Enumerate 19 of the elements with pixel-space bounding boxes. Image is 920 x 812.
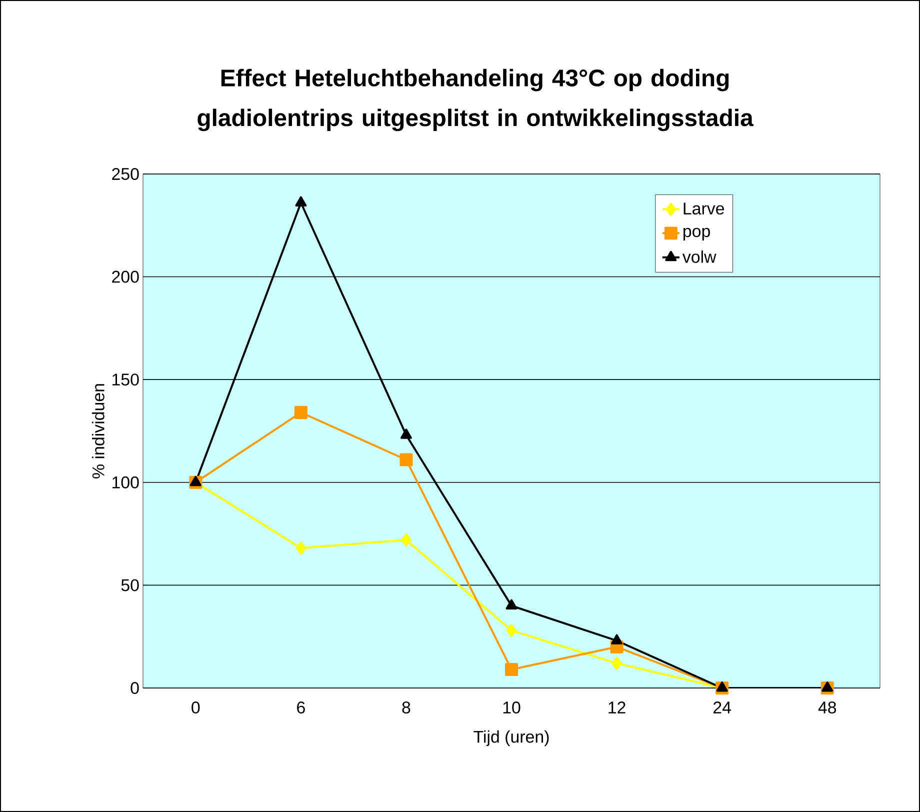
legend-label: pop bbox=[684, 228, 710, 240]
y-tick-label: 0 bbox=[130, 682, 139, 694]
y-tick-label: 100 bbox=[112, 476, 139, 488]
x-tick-label: 10 bbox=[503, 702, 520, 714]
y-tick-label: 50 bbox=[121, 579, 139, 592]
y-tick-label: 150 bbox=[112, 374, 139, 386]
y-axis-title: % individuen bbox=[92, 384, 104, 478]
x-tick-label: 24 bbox=[714, 702, 731, 714]
y-tick-label: 200 bbox=[112, 270, 139, 283]
legend-label: volw bbox=[682, 250, 716, 263]
chart-title: Effect Heteluchtbehandeling 43°C op doding gladiolentrips uitgesplitst in ontwikkelingsstadia bbox=[198, 68, 754, 132]
x-tick-label: 12 bbox=[608, 702, 626, 714]
x-tick-label: 0 bbox=[192, 702, 200, 714]
legend-label: Larve bbox=[684, 202, 724, 215]
x-tick-label: 8 bbox=[402, 702, 410, 714]
y-tick-label: 250 bbox=[112, 168, 139, 180]
x-tick-label: 48 bbox=[818, 702, 836, 714]
x-tick-label: 6 bbox=[297, 702, 305, 714]
x-axis-title: Tijd (uren) bbox=[474, 730, 549, 746]
